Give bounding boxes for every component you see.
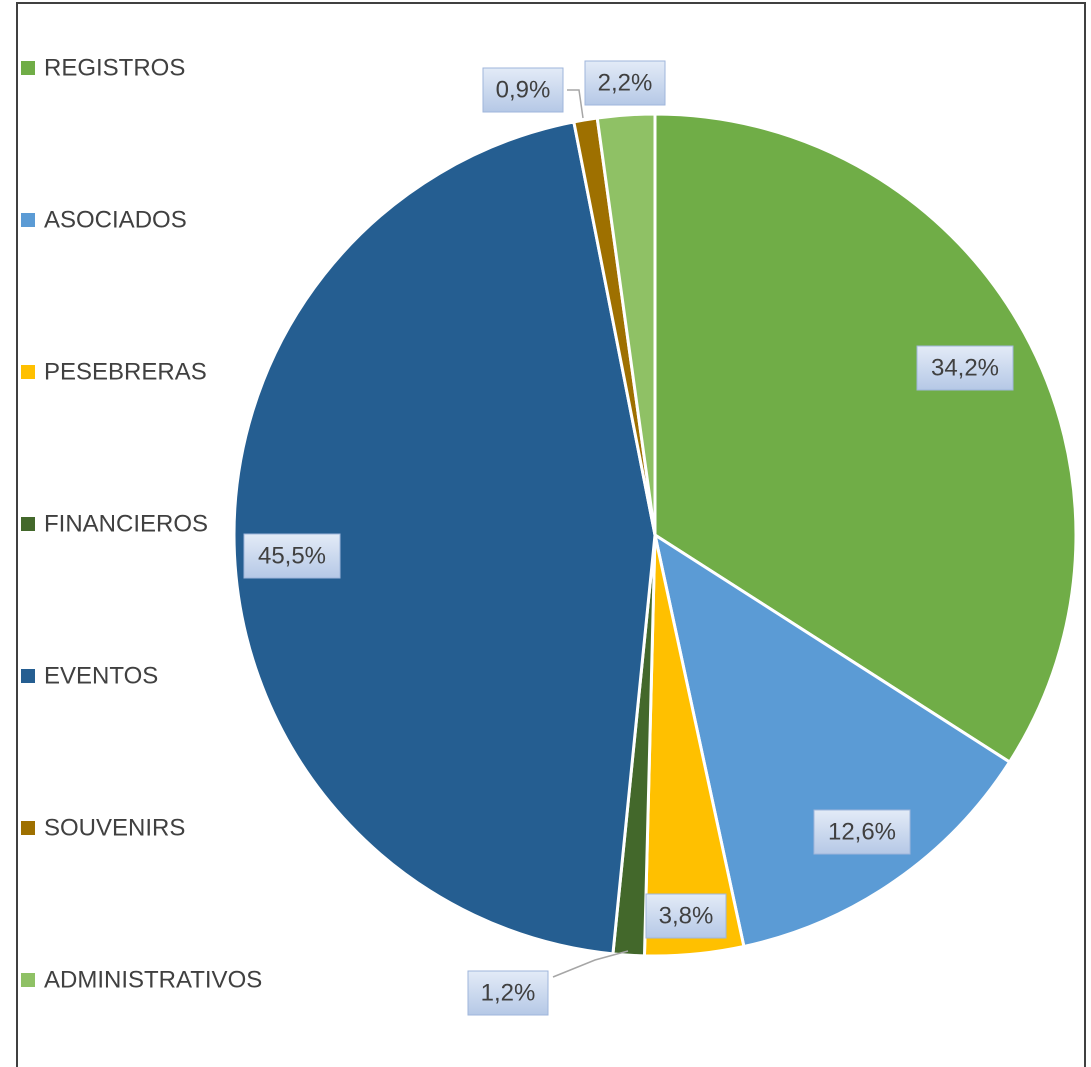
legend-label: PESEBRERAS [44,358,207,385]
pie-slice [653,112,1078,765]
pie-slice [652,531,1012,949]
frame [16,2,1086,1067]
data-label-box [916,345,1014,391]
legend-swatch [21,821,35,835]
data-label: 12,6% [828,818,896,845]
data-label-box [813,809,911,855]
data-label-box [645,893,727,939]
data-label-box [482,67,564,113]
legend-label: EVENTOS [44,662,158,689]
data-label-box [243,533,341,579]
pie-slice [232,120,657,956]
pie-slice [595,112,657,536]
legend-label: REGISTROS [44,54,185,81]
legend-label: SOUVENIRS [44,814,185,841]
data-label: 45,5% [258,542,326,569]
data-label: 0,9% [496,76,551,103]
legend-label: FINANCIEROS [44,510,208,537]
data-label-box [467,970,549,1016]
data-label: 34,2% [931,354,999,381]
legend-label: ADMINISTRATIVOS [44,966,262,993]
leader-line [552,950,629,978]
legend-swatch [21,365,35,379]
legend-swatch [21,61,35,75]
data-label: 3,8% [659,902,714,929]
legend-swatch [21,973,35,987]
data-label: 1,2% [481,979,536,1006]
leader-line [567,89,584,119]
legend-label: ASOCIADOS [44,206,187,233]
legend-swatch [21,669,35,683]
data-label: 2,2% [598,69,653,96]
legend-swatch [21,517,35,531]
data-label-box [584,60,666,106]
legend-swatch [21,213,35,227]
